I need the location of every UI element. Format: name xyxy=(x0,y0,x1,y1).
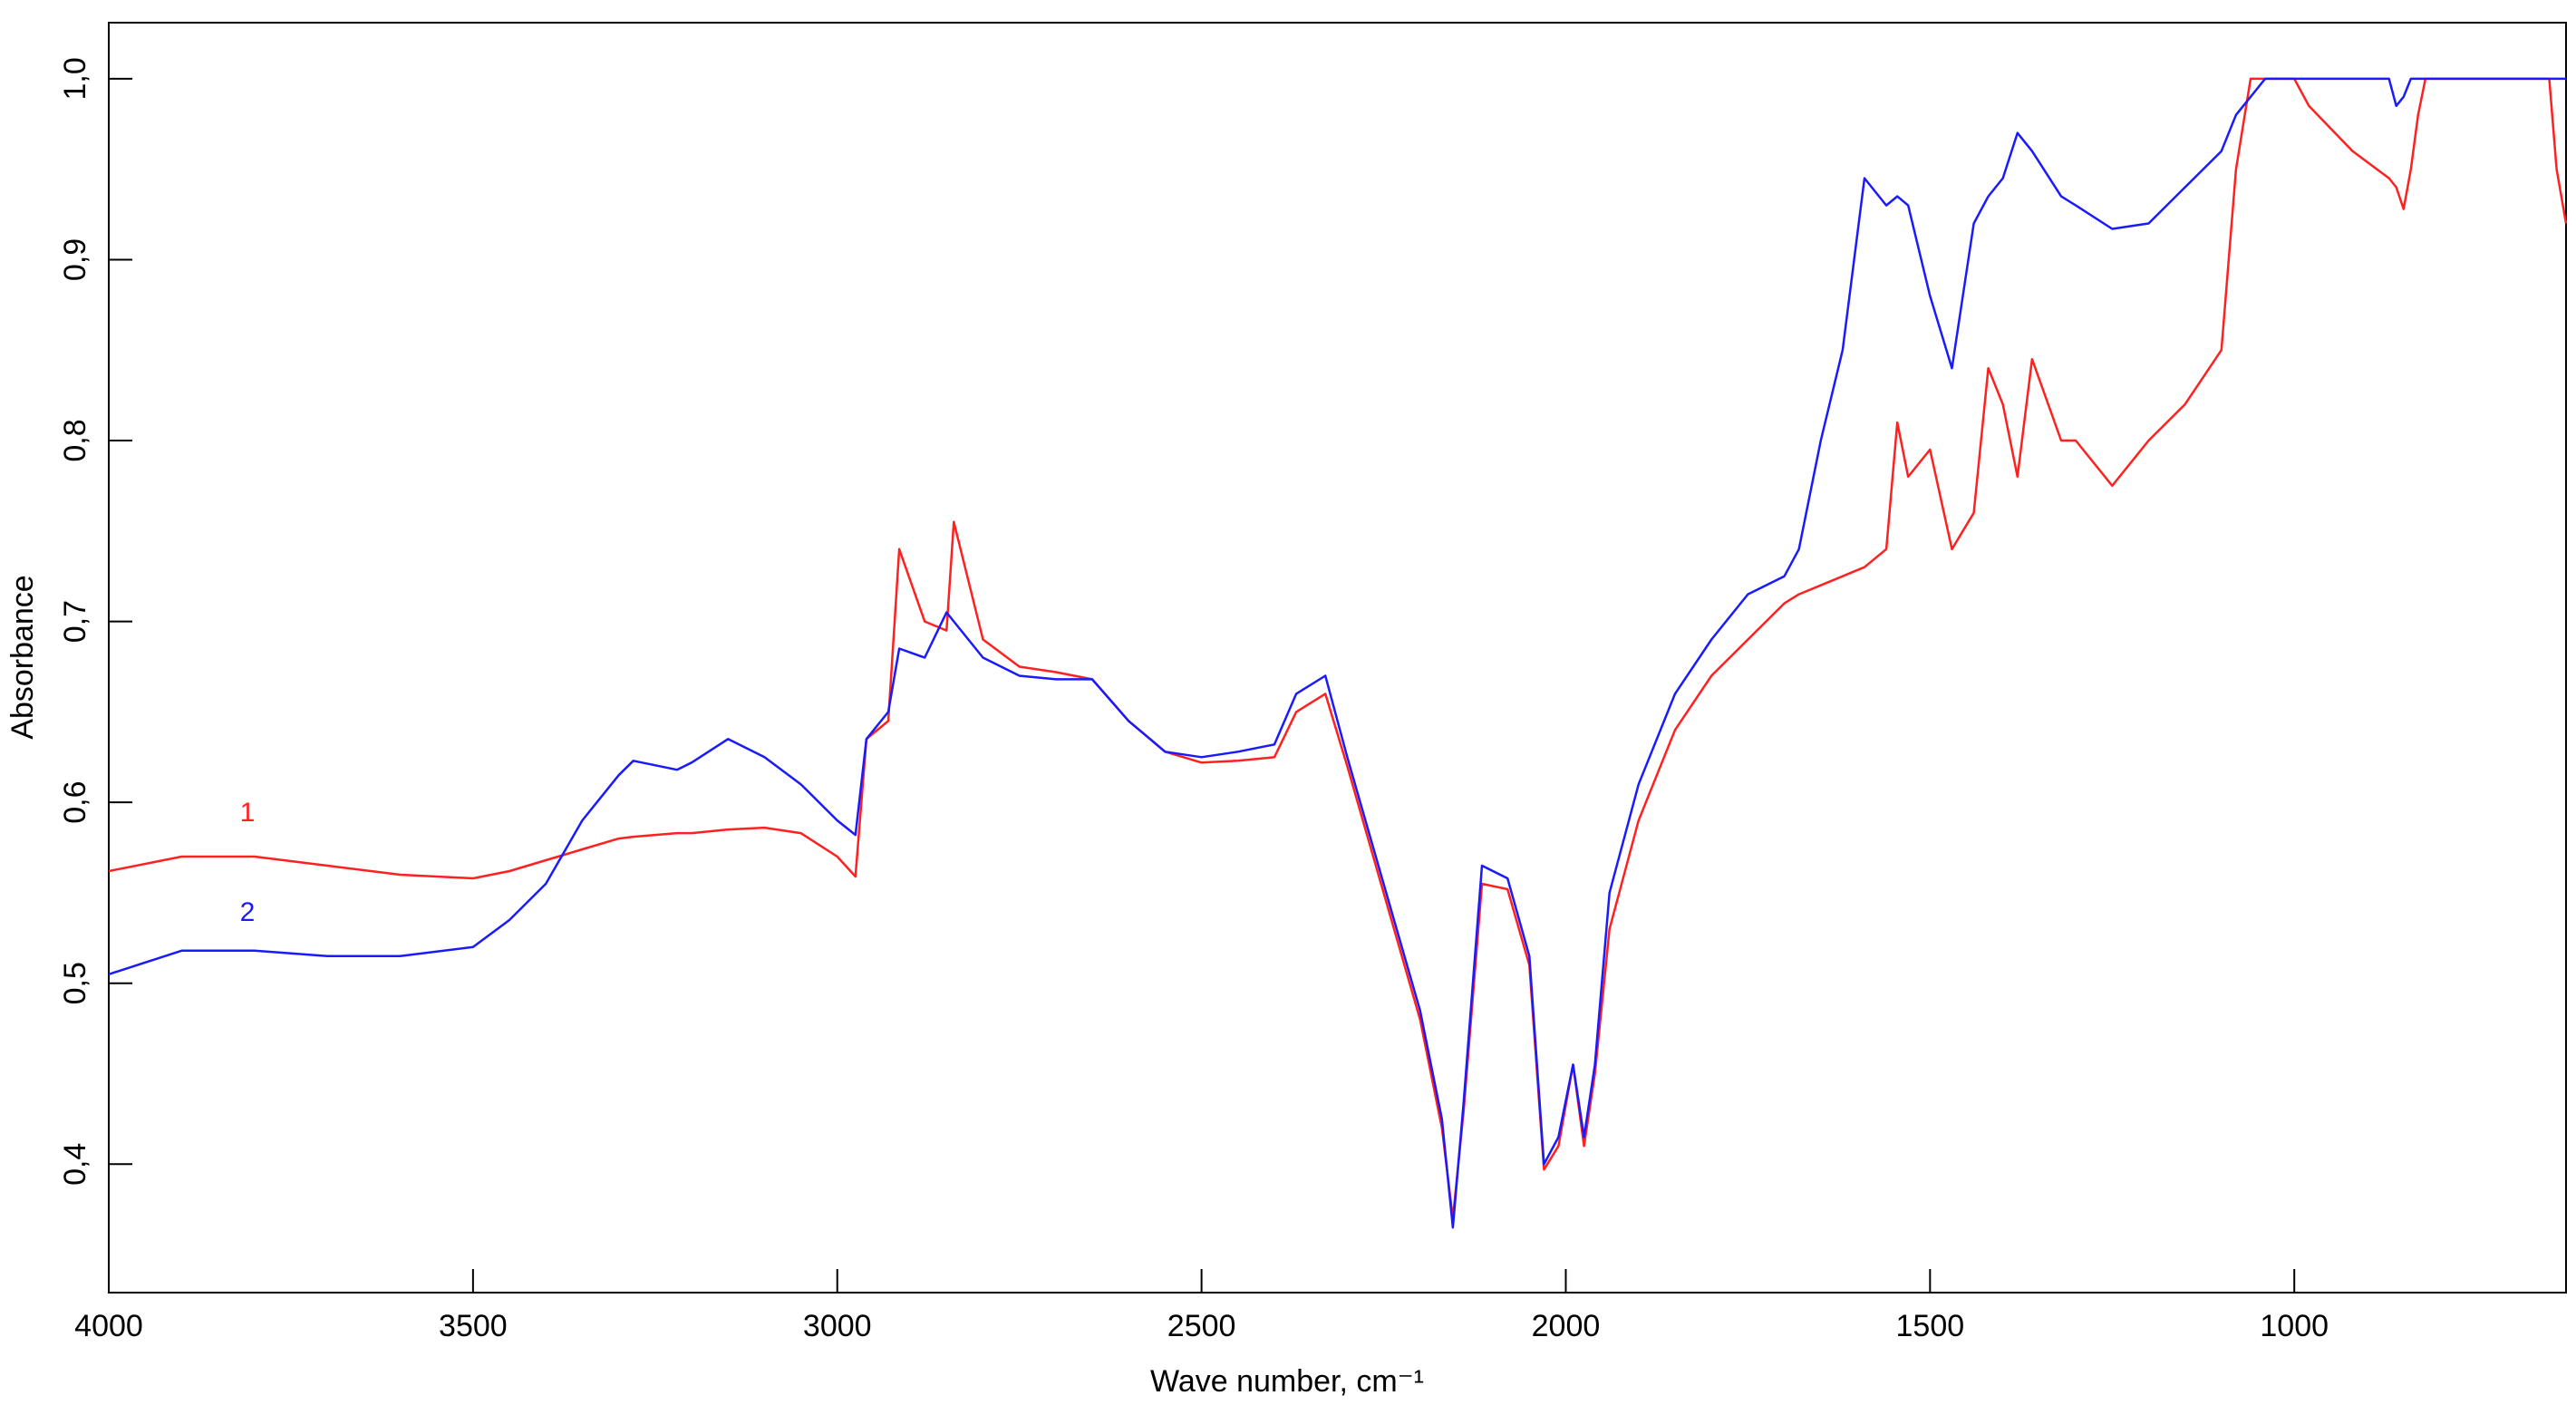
x-tick-label: 3500 xyxy=(439,1309,508,1343)
plot-frame xyxy=(108,22,2567,1294)
x-tick-label: 2000 xyxy=(1532,1309,1601,1343)
x-tick-label: 1000 xyxy=(2260,1309,2329,1343)
series-label: 2 xyxy=(240,897,256,927)
x-tick-label: 4000 xyxy=(74,1309,143,1343)
x-tick-label: 1500 xyxy=(1896,1309,1965,1343)
spectrum-line xyxy=(108,77,2566,1229)
y-tick-label: 0,6 xyxy=(58,781,92,824)
y-tick-label: 0,4 xyxy=(58,1143,92,1186)
y-tick-label: 1,0 xyxy=(58,57,92,100)
y-axis-label: Absorbance xyxy=(5,575,40,739)
series-label: 1 xyxy=(240,798,256,828)
y-tick-label: 0,5 xyxy=(58,962,92,1004)
x-axis-label: Wave number, cm⁻¹ xyxy=(1150,1364,1424,1399)
x-tick-label: 3000 xyxy=(803,1309,872,1343)
y-tick-label: 0,8 xyxy=(58,419,92,461)
y-tick-label: 0,9 xyxy=(58,238,92,281)
y-tick-label: 0,7 xyxy=(58,600,92,643)
x-tick-label: 2500 xyxy=(1167,1309,1236,1343)
spectrum-line xyxy=(108,77,2568,1220)
